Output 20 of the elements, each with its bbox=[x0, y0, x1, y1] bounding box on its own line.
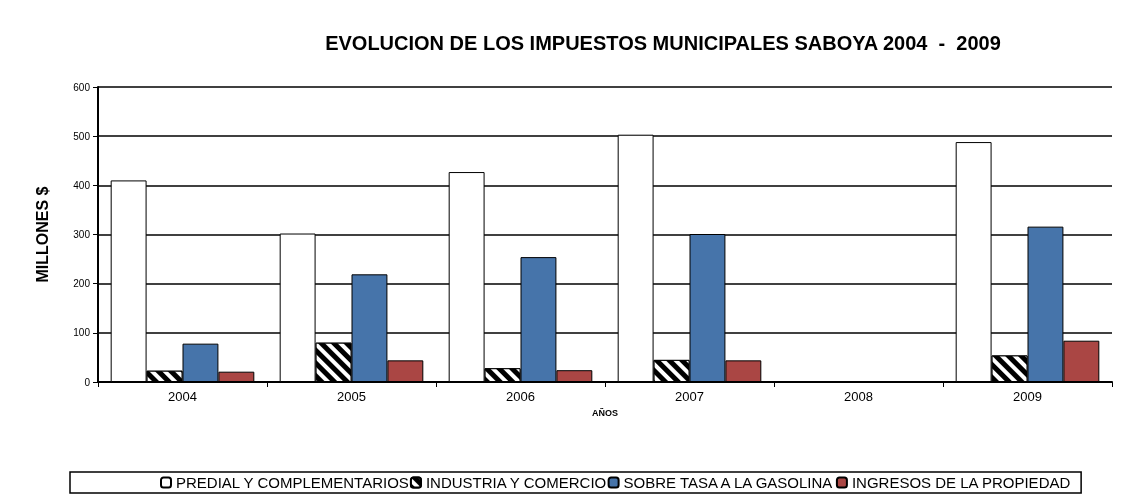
x-tick-label: 2009 bbox=[1013, 389, 1042, 404]
legend-label: INDUSTRIA Y COMERCIO bbox=[425, 474, 607, 491]
x-tick-label: 2007 bbox=[675, 389, 704, 404]
chart-title: EVOLUCION DE LOS IMPUESTOS MUNICIPALES SABOYA 2004 - 2009 bbox=[325, 32, 1001, 54]
y-tick-label: 600 bbox=[73, 81, 91, 93]
legend-label: PREDIAL Y COMPLEMENTARIOS bbox=[176, 474, 409, 491]
y-axis-title: MILLONES $ bbox=[33, 186, 51, 283]
y-tick-label: 100 bbox=[73, 327, 91, 339]
x-tick-label: 2004 bbox=[168, 389, 197, 404]
x-tick-label: 2008 bbox=[844, 389, 873, 404]
legend-label: INGRESOS DE LA PROPIEDAD bbox=[851, 474, 1071, 491]
x-tick-label: 2006 bbox=[506, 389, 535, 404]
y-tick-label: 400 bbox=[73, 179, 91, 191]
y-tick-label: 200 bbox=[73, 278, 91, 290]
x-tick-label: 2005 bbox=[337, 389, 366, 404]
y-tick-label: 500 bbox=[73, 130, 91, 142]
y-tick-label: 0 bbox=[84, 376, 91, 388]
x-axis-title: AÑOS bbox=[591, 407, 619, 418]
y-tick-label: 300 bbox=[73, 229, 91, 240]
legend-label: SOBRE TASA A LA GASOLINA bbox=[623, 474, 833, 491]
